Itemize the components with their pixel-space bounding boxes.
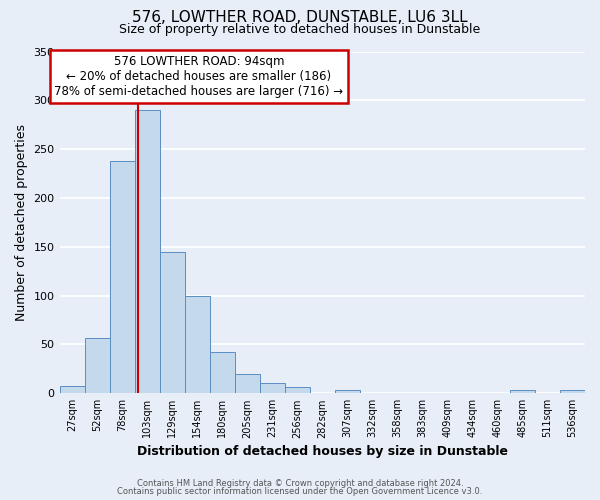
Bar bbox=[560, 390, 585, 394]
Text: Contains HM Land Registry data © Crown copyright and database right 2024.: Contains HM Land Registry data © Crown c… bbox=[137, 478, 463, 488]
Bar bbox=[110, 161, 134, 394]
Bar bbox=[185, 296, 209, 394]
Text: Contains public sector information licensed under the Open Government Licence v3: Contains public sector information licen… bbox=[118, 487, 482, 496]
Bar bbox=[285, 388, 310, 394]
Bar bbox=[235, 374, 260, 394]
Bar bbox=[335, 390, 360, 394]
Text: 576, LOWTHER ROAD, DUNSTABLE, LU6 3LL: 576, LOWTHER ROAD, DUNSTABLE, LU6 3LL bbox=[132, 10, 468, 25]
X-axis label: Distribution of detached houses by size in Dunstable: Distribution of detached houses by size … bbox=[137, 444, 508, 458]
Text: Size of property relative to detached houses in Dunstable: Size of property relative to detached ho… bbox=[119, 22, 481, 36]
Y-axis label: Number of detached properties: Number of detached properties bbox=[15, 124, 28, 321]
Bar bbox=[160, 252, 185, 394]
Bar bbox=[134, 110, 160, 394]
Bar bbox=[209, 352, 235, 394]
Bar bbox=[59, 386, 85, 394]
Bar bbox=[510, 390, 535, 394]
Bar bbox=[260, 382, 285, 394]
Bar bbox=[85, 338, 110, 394]
Text: 576 LOWTHER ROAD: 94sqm
← 20% of detached houses are smaller (186)
78% of semi-d: 576 LOWTHER ROAD: 94sqm ← 20% of detache… bbox=[54, 55, 343, 98]
